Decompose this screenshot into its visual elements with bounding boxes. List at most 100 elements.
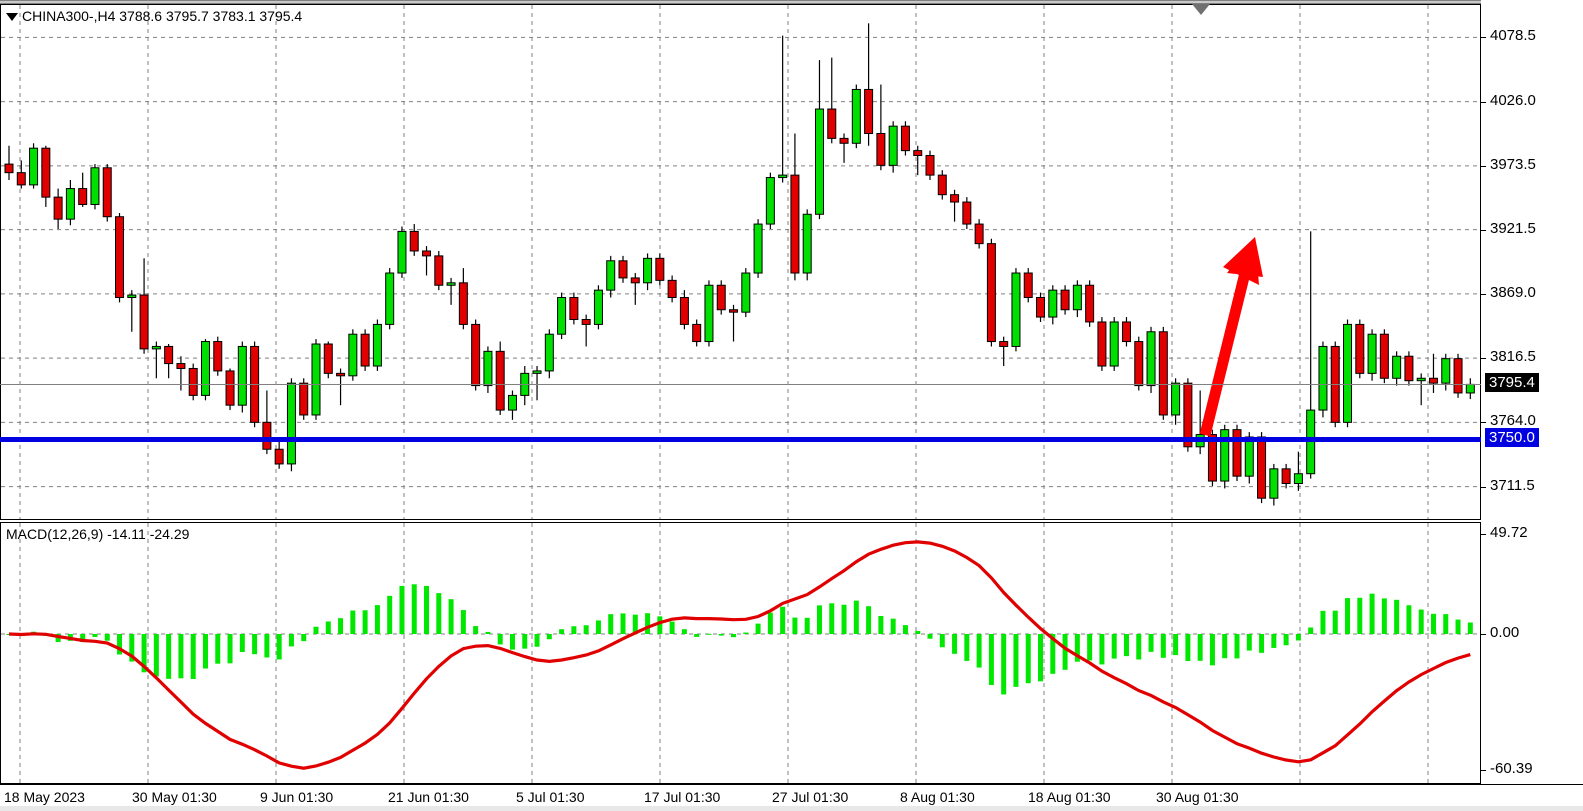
price-axis-label: 3764.0: [1490, 412, 1536, 430]
candlestick: [741, 268, 751, 318]
candlestick: [839, 133, 849, 163]
candlestick: [311, 339, 321, 420]
candlestick: [655, 253, 665, 286]
current-price-badge: 3795.4: [1485, 372, 1539, 392]
candlestick: [1036, 292, 1046, 322]
macd-histogram-bar: [202, 634, 208, 669]
candlestick: [1293, 451, 1303, 491]
candlestick: [593, 285, 603, 330]
price-chart-header[interactable]: CHINA300-,H4 3788.6 3795.7 3783.1 3795.4: [6, 8, 302, 24]
macd-histogram-bar: [509, 634, 515, 650]
candlestick: [557, 292, 567, 340]
macd-histogram-bar: [915, 630, 921, 634]
candlestick: [1158, 326, 1168, 420]
candlestick: [1465, 378, 1475, 400]
candlestick: [348, 329, 358, 381]
candlestick: [336, 368, 346, 406]
price-axis-tick: [1481, 229, 1486, 231]
macd-histogram-bar: [473, 626, 479, 634]
time-axis-label: 5 Jul 01:30: [516, 789, 585, 805]
triangle-down-icon[interactable]: [6, 13, 18, 22]
macd-histogram-bar: [559, 629, 565, 634]
macd-histogram-bar: [1406, 605, 1412, 634]
time-axis-label: 30 May 01:30: [132, 789, 217, 805]
candlestick: [115, 213, 125, 303]
candlestick: [581, 314, 591, 347]
candlestick: [1060, 285, 1070, 315]
time-axis-label: 27 Jul 01:30: [772, 789, 849, 805]
macd-histogram-bar: [1173, 634, 1179, 656]
macd-axis-tick: [1481, 770, 1486, 771]
macd-histogram-bar: [816, 605, 822, 634]
macd-histogram-bar: [1418, 609, 1424, 634]
candlestick: [802, 209, 812, 281]
candlestick: [188, 363, 198, 401]
up-trend-arrow[interactable]: [1199, 237, 1263, 437]
macd-histogram-bar: [215, 634, 221, 664]
candlestick: [471, 319, 481, 391]
macd-histogram-bar: [1271, 634, 1277, 648]
candlestick: [1146, 326, 1156, 393]
candlestick: [213, 336, 223, 376]
candlestick: [1232, 424, 1242, 482]
candlestick: [1281, 463, 1291, 489]
candlestick: [1367, 329, 1377, 381]
macd-histogram-bar: [657, 616, 663, 634]
candlestick: [1318, 341, 1328, 418]
time-axis-label: 9 Jun 01:30: [260, 789, 334, 805]
macd-histogram-bar: [338, 618, 344, 634]
macd-histogram-bar: [1381, 598, 1387, 634]
price-axis-label: 3869.0: [1490, 283, 1536, 301]
candlestick: [679, 290, 689, 330]
macd-histogram-bar: [288, 634, 294, 647]
candlestick: [790, 133, 800, 281]
macd-histogram-bar: [1295, 634, 1301, 641]
macd-histogram-bar: [718, 634, 724, 636]
candlestick: [888, 121, 898, 173]
macd-axis-tick: [1481, 634, 1486, 635]
time-axis-label: 17 Jul 01:30: [644, 789, 721, 805]
macd-histogram-bar: [1050, 634, 1056, 674]
candlestick: [1453, 353, 1463, 398]
candlestick: [667, 275, 677, 303]
macd-histogram-bar: [952, 634, 958, 654]
macd-histogram-bar: [424, 585, 430, 634]
macd-histogram-bar: [1320, 610, 1326, 634]
macd-histogram-bar: [767, 612, 773, 634]
macd-histogram-bar: [325, 621, 331, 634]
macd-histogram-bar: [374, 605, 380, 634]
macd-histogram-bar: [1259, 634, 1265, 653]
candlestick: [274, 441, 284, 469]
macd-axis-label: -60.39: [1490, 760, 1533, 777]
support-level-badge[interactable]: 3750.0: [1485, 428, 1539, 448]
price-chart-panel[interactable]: [0, 4, 1481, 520]
macd-histogram-bar: [841, 604, 847, 634]
candlestick: [360, 329, 370, 371]
macd-histogram-bar: [620, 613, 626, 634]
macd-histogram-bar: [1430, 613, 1436, 634]
candlestick: [1085, 280, 1095, 327]
price-axis-tick: [1481, 486, 1486, 488]
macd-histogram-bar: [964, 634, 970, 661]
price-axis-label: 4026.0: [1490, 91, 1536, 109]
macd-histogram-bar: [1197, 634, 1203, 661]
macd-histogram-bar: [92, 634, 98, 637]
candlestick: [544, 329, 554, 379]
macd-histogram-bar: [1136, 634, 1142, 660]
macd-histogram-bar: [694, 634, 700, 637]
macd-histogram-bar: [350, 610, 356, 634]
macd-histogram-bar: [448, 599, 454, 634]
macd-histogram-bar: [792, 617, 798, 634]
price-axis[interactable]: [1481, 0, 1583, 784]
macd-axis-label: 0.00: [1490, 624, 1520, 641]
macd-axis-label: 49.72: [1490, 524, 1528, 541]
price-axis-tick: [1481, 37, 1486, 39]
support-level-line[interactable]: [0, 437, 1481, 443]
macd-histogram-bar: [608, 614, 614, 634]
macd-histogram-bar: [1283, 634, 1289, 646]
macd-histogram-bar: [1087, 634, 1093, 661]
candlestick: [1416, 373, 1426, 406]
macd-histogram-bar: [1443, 614, 1449, 634]
candlestick: [1392, 351, 1402, 386]
macd-indicator-panel[interactable]: [0, 522, 1481, 784]
